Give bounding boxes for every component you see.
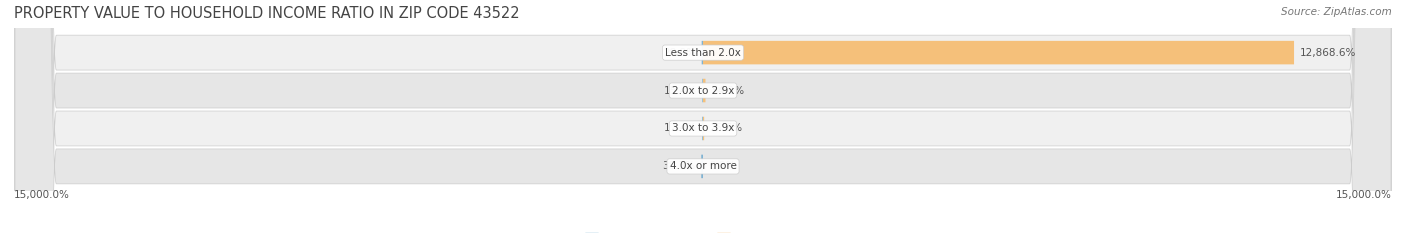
- FancyBboxPatch shape: [15, 0, 1391, 233]
- Text: 3.0x to 3.9x: 3.0x to 3.9x: [672, 123, 734, 134]
- FancyBboxPatch shape: [703, 41, 1294, 64]
- Text: 15,000.0%: 15,000.0%: [1336, 190, 1392, 200]
- Text: Less than 2.0x: Less than 2.0x: [665, 48, 741, 58]
- Text: 15,000.0%: 15,000.0%: [14, 190, 70, 200]
- FancyBboxPatch shape: [702, 155, 703, 178]
- Legend: Without Mortgage, With Mortgage: Without Mortgage, With Mortgage: [581, 228, 825, 233]
- Text: 25.6%: 25.6%: [710, 123, 742, 134]
- Text: Source: ZipAtlas.com: Source: ZipAtlas.com: [1281, 7, 1392, 17]
- Text: 15.4%: 15.4%: [664, 86, 697, 96]
- Text: 9.9%: 9.9%: [709, 161, 735, 171]
- Text: 2.0x to 2.9x: 2.0x to 2.9x: [672, 86, 734, 96]
- Text: 28.9%: 28.9%: [664, 48, 696, 58]
- Text: 4.0x or more: 4.0x or more: [669, 161, 737, 171]
- Text: PROPERTY VALUE TO HOUSEHOLD INCOME RATIO IN ZIP CODE 43522: PROPERTY VALUE TO HOUSEHOLD INCOME RATIO…: [14, 7, 520, 21]
- Text: 54.2%: 54.2%: [711, 86, 744, 96]
- Text: 38.3%: 38.3%: [662, 161, 696, 171]
- Text: 12,868.6%: 12,868.6%: [1299, 48, 1355, 58]
- FancyBboxPatch shape: [15, 0, 1391, 233]
- FancyBboxPatch shape: [703, 79, 706, 102]
- FancyBboxPatch shape: [15, 0, 1391, 233]
- Text: 17.4%: 17.4%: [664, 123, 697, 134]
- FancyBboxPatch shape: [15, 0, 1391, 233]
